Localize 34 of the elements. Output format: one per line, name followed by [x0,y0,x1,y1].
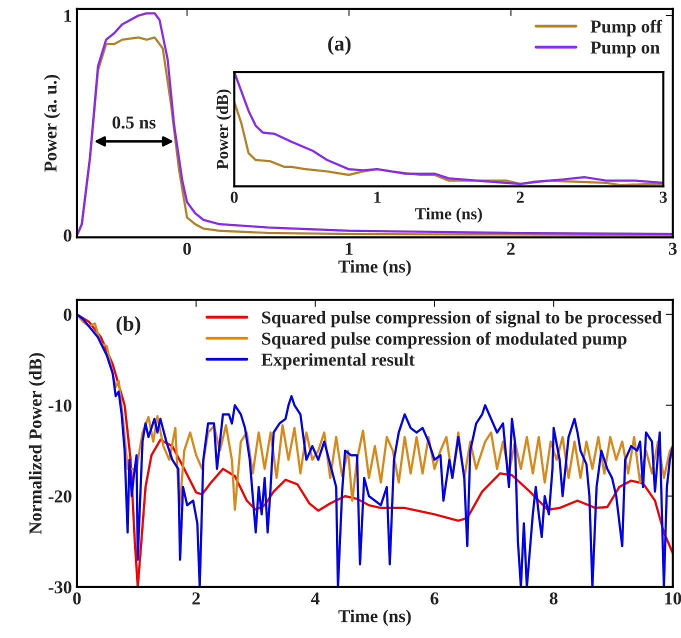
x-tick-label: 10 [665,592,681,605]
x-tick-label: 3 [660,192,667,203]
x-tick-label: 2 [507,242,515,255]
y-axis-title: Normalized Power (dB) [28,353,46,534]
legend-label: Experimental result [261,353,415,370]
x-tick-label: 4 [311,592,320,604]
x-tick-label: 8 [550,592,558,605]
x-tick-label: 0 [230,192,238,203]
y-tick-label: 1 [64,10,72,22]
x-tick-label: 0 [183,242,191,255]
y-axis-title: Power (a. u.) [44,74,60,172]
x-tick-label: 2 [516,192,524,203]
legend-label: Pump off [590,20,662,36]
annotation: 0.5 ns [112,116,156,129]
y-tick-label: -20 [48,490,72,503]
legend-label: Squared pulse compression of modulated pump [262,332,627,348]
x-tick-label: 0 [73,592,81,605]
x-tick-label: 3 [668,242,677,255]
x-tick-label: 1 [346,242,353,255]
y-tick-label: -30 [48,581,72,594]
y-tick-label: -10 [48,400,72,412]
annotation: (a) [328,36,351,55]
annotation: (b) [116,316,140,336]
x-axis-title: Time (ns) [415,208,482,223]
x-tick-label: 2 [192,592,200,604]
legend-label: Pump on [590,42,660,58]
y-tick-label: 0 [64,229,72,242]
legend-label: Squared pulse compression of signal to be processed [262,310,662,328]
x-axis-title: Time (ns) [338,260,411,276]
x-axis-title: Time (ns) [338,610,411,626]
x-tick-label: 6 [430,592,438,605]
x-tick-label: 1 [374,192,381,203]
y-tick-label: 0 [64,308,72,321]
y-axis-title: Power (dB) [216,90,232,170]
